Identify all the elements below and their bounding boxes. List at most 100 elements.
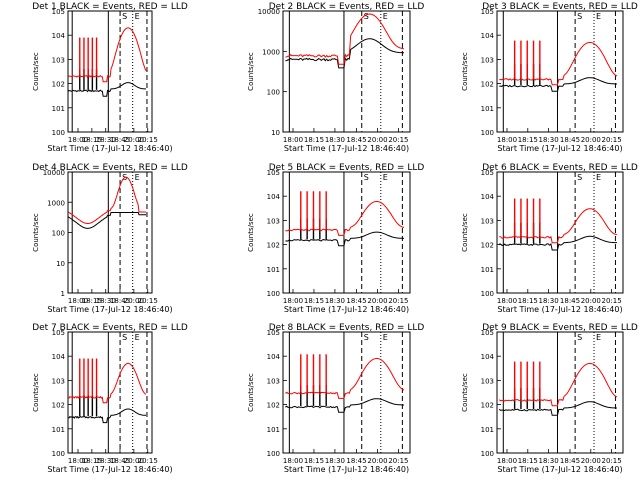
- det2-ytick-label: 10000: [258, 8, 280, 16]
- det3-ytick-label: 103: [481, 56, 494, 64]
- det7-series-lld: [68, 362, 147, 404]
- det7-title: Det 7 BLACK = Events, RED = LLD: [32, 323, 188, 333]
- det4-ytick-label: 100: [52, 230, 65, 238]
- det8-xlabel: Start Time (17-Jul-12 18:46:40): [284, 465, 409, 474]
- det6-xtick-label: 18:00: [497, 297, 517, 305]
- det1-xtick-label: 20:00: [124, 136, 144, 144]
- det6-xtick-label: 18:30: [538, 297, 558, 305]
- det4-series-events: [67, 212, 146, 229]
- det9-xtick-label: 20:00: [581, 457, 601, 465]
- det1-ytick-label: 101: [52, 105, 65, 113]
- det5-title: Det 5 BLACK = Events, RED = LLD: [269, 163, 425, 173]
- det5-ytick-label: 103: [267, 217, 280, 225]
- det9-ytick-label: 101: [481, 426, 494, 434]
- det5-xlabel: Start Time (17-Jul-12 18:46:40): [284, 305, 409, 314]
- det6-xtick-label: 20:00: [581, 297, 601, 305]
- det8-flag-e: E: [383, 333, 388, 342]
- det4-xtick-label: 18:45: [110, 297, 130, 305]
- det9-flag-e: E: [596, 333, 601, 342]
- det8-plot-frame: [282, 331, 411, 454]
- det1-flag-s: S: [122, 12, 127, 21]
- det7-xtick-label: 20:15: [138, 457, 158, 465]
- det6-xtick-label: 20:15: [601, 297, 621, 305]
- det5-ytick-label: 101: [267, 266, 280, 274]
- det7-flag-s: S: [122, 333, 127, 342]
- det3-title: Det 3 BLACK = Events, RED = LLD: [482, 2, 638, 12]
- det7-ytick-label: 102: [52, 402, 65, 410]
- det4-plot-frame: [67, 171, 153, 294]
- det1-ytick-label: 100: [52, 129, 65, 137]
- det3-xtick-label: 20:00: [581, 136, 601, 144]
- det7-flag-e: E: [135, 333, 140, 342]
- det4-ytick-label: 1000: [47, 199, 65, 207]
- det6-ytick-label: 100: [481, 290, 494, 298]
- det1-title: Det 1 BLACK = Events, RED = LLD: [32, 2, 188, 12]
- det7-series-events: [68, 408, 146, 424]
- det3-xtick-label: 20:15: [601, 136, 621, 144]
- det3-ytick-label: 101: [481, 105, 494, 113]
- det8-ytick-label: 102: [267, 402, 280, 410]
- det1-ytick-label: 105: [52, 8, 65, 16]
- det3-series-events: [499, 77, 617, 92]
- det4-ytick-label: 1: [61, 290, 65, 298]
- det5-xtick-label: 18:30: [325, 297, 345, 305]
- det8-xtick-label: 18:00: [283, 457, 303, 465]
- det4-ylabel: Counts/sec: [32, 213, 40, 252]
- det6-flag-e: E: [596, 173, 601, 182]
- det2-flag-e: E: [383, 12, 388, 21]
- det9-ytick-label: 103: [481, 377, 494, 385]
- det9-title: Det 9 BLACK = Events, RED = LLD: [482, 323, 638, 333]
- det1-series-lld: [67, 27, 147, 83]
- det9-xtick-label: 18:15: [518, 457, 538, 465]
- det8-series-lld: [285, 358, 405, 399]
- det2-plot-frame: [282, 10, 411, 133]
- det8-ytick-label: 100: [267, 450, 280, 458]
- det9-ylabel: Counts/sec: [461, 373, 469, 412]
- det9-xtick-label: 18:00: [497, 457, 517, 465]
- det5-flag-e: E: [383, 173, 388, 182]
- det3-xlabel: Start Time (17-Jul-12 18:46:40): [497, 144, 622, 153]
- det6-xtick-label: 18:15: [518, 297, 538, 305]
- det6-ytick-label: 103: [481, 217, 494, 225]
- det2-series-lld: [285, 13, 405, 65]
- det5-plot-frame: [282, 171, 411, 294]
- det5-ytick-label: 105: [267, 169, 280, 177]
- det2-series-events: [285, 38, 404, 69]
- det5-ytick-label: 104: [267, 193, 281, 201]
- det6-title: Det 6 BLACK = Events, RED = LLD: [482, 163, 638, 173]
- det7-ylabel: Counts/sec: [32, 373, 40, 412]
- det7-ytick-label: 103: [52, 377, 65, 385]
- det8-xtick-label: 18:30: [325, 457, 345, 465]
- det6-series-lld: [499, 208, 618, 244]
- det4-xtick-label: 18:30: [96, 297, 116, 305]
- det6-ytick-label: 101: [481, 266, 494, 274]
- det6-ytick-label: 104: [481, 193, 495, 201]
- det3-xtick-label: 18:30: [538, 136, 558, 144]
- det1-ytick-label: 102: [52, 81, 65, 89]
- det1-xtick-label: 18:45: [110, 136, 130, 144]
- det7-xtick-label: 18:00: [68, 457, 88, 465]
- det8-xtick-label: 18:45: [346, 457, 366, 465]
- det2-xtick-label: 20:00: [367, 136, 387, 144]
- det4-ytick-label: 10000: [43, 169, 65, 177]
- det5-xtick-label: 20:00: [367, 297, 387, 305]
- det9-xtick-label: 18:30: [538, 457, 558, 465]
- det9-ytick-label: 104: [481, 353, 495, 361]
- det9-ytick-label: 102: [481, 402, 494, 410]
- det7-xtick-label: 18:15: [82, 457, 102, 465]
- det3-xtick-label: 18:15: [518, 136, 538, 144]
- det8-ytick-label: 103: [267, 377, 280, 385]
- det9-ytick-label: 100: [481, 450, 494, 458]
- det4-flag-e: E: [135, 173, 140, 182]
- det7-xtick-label: 20:00: [124, 457, 144, 465]
- det9-series-lld: [498, 363, 618, 407]
- det7-ytick-label: 105: [52, 329, 65, 337]
- det2-ylabel: Counts/sec: [247, 52, 255, 91]
- det8-ylabel: Counts/sec: [247, 373, 255, 412]
- det8-xtick-label: 20:15: [388, 457, 408, 465]
- det7-ytick-label: 101: [52, 426, 65, 434]
- det2-ytick-label: 1000: [262, 48, 280, 56]
- det5-flag-s: S: [364, 173, 369, 182]
- det3-xtick-label: 18:00: [497, 136, 517, 144]
